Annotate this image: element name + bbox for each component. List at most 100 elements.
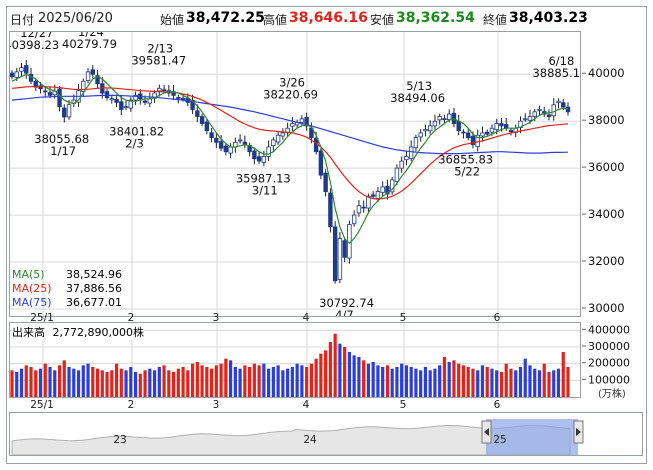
candle-down [199, 116, 205, 124]
x-month-label: 3 [213, 312, 220, 324]
volume-bar [433, 368, 437, 397]
volume-bar [72, 368, 76, 397]
annotation-value: 38885.15 [532, 66, 580, 80]
volume-bar [300, 365, 304, 397]
candle-down [104, 91, 110, 99]
y-tick-label: 36000 [588, 160, 625, 174]
volume-bar [504, 363, 508, 397]
open-value: 38,472.25 [186, 10, 265, 26]
chevron-left-icon [484, 428, 489, 436]
volume-bar [414, 368, 418, 397]
volume-bar [276, 365, 280, 397]
volume-bar [452, 360, 456, 397]
volume-bar [67, 367, 71, 397]
candle-up [285, 127, 290, 133]
volume-panel: 出来高 2,772,890,000株 [9, 322, 581, 398]
candle-down [114, 98, 119, 103]
annotation-date: 6/18 [548, 54, 574, 68]
volume-bar [129, 367, 133, 397]
candle-down [370, 194, 376, 197]
candle-up [418, 132, 423, 138]
volume-bar [338, 343, 342, 397]
annotation-date: 3/11 [252, 183, 278, 197]
ohlc-header: 日付 2025/06/20 始値 38,472.25 高値 38,646.16 … [10, 9, 645, 29]
candle-down [119, 101, 124, 110]
candle-down [499, 123, 504, 127]
x-month-label: 6 [494, 312, 501, 324]
volume-value: 2,772,890,000株 [52, 326, 144, 339]
navigator-year-label: 23 [113, 434, 126, 446]
range-navigator[interactable]: 23 24 25 [9, 412, 643, 456]
volume-bar [295, 363, 299, 397]
y-tick-label: 200000 [588, 357, 630, 370]
candle-up [423, 129, 428, 132]
candle-up [389, 179, 395, 193]
volume-bar [490, 368, 494, 397]
annotation-value: 35987.13 [236, 171, 291, 185]
volume-bar [333, 333, 337, 397]
annotation-value: 38494.06 [390, 91, 445, 105]
candle-up [228, 146, 233, 154]
volume-bar [357, 357, 361, 397]
candle-up [266, 146, 271, 157]
low-value: 38,362.54 [396, 10, 475, 26]
price-x-axis: 25/1 2 3 4 5 6 [30, 312, 501, 324]
candle-down [385, 185, 390, 195]
volume-bar [271, 367, 275, 397]
volume-bar [428, 370, 432, 397]
y-tick-label: 32000 [588, 254, 625, 268]
x-month-label: 5 [400, 312, 407, 324]
volume-bar [195, 362, 199, 397]
candle-up [351, 214, 357, 225]
candle-up [556, 100, 561, 104]
ma75-line [11, 94, 569, 155]
ma-legend: MA(5) 38,524.96 MA(25) 37,886.56 MA(75) … [12, 268, 122, 310]
volume-bar [447, 362, 451, 397]
candle-up [275, 134, 281, 143]
candle-up [523, 118, 528, 121]
close-value: 38,403.23 [509, 10, 588, 26]
volume-bar [495, 370, 499, 397]
candle-down [361, 206, 366, 209]
candle-up [427, 125, 433, 132]
volume-bar [205, 367, 209, 397]
x-month-label: 4 [303, 312, 310, 324]
x-month-label: 3 [213, 399, 220, 411]
ma5-line [11, 73, 569, 245]
candle-up [404, 155, 409, 161]
volume-bar [324, 350, 328, 397]
volume-bar [281, 370, 285, 397]
ma25-line [11, 85, 569, 200]
volume-bar [148, 368, 152, 397]
y-tick-label: 30000 [588, 301, 625, 315]
candle-down [304, 117, 309, 127]
annotation-date: 2/3 [125, 136, 144, 150]
candle-up [85, 71, 91, 81]
annotation-date: 3/26 [279, 75, 305, 89]
x-month-label: 6 [494, 399, 501, 411]
volume-bar [485, 367, 489, 397]
navigator-selection [486, 419, 578, 455]
volume-bar [385, 365, 390, 397]
volume-bar [319, 353, 323, 397]
volume-bar [214, 365, 218, 397]
candle-up [375, 191, 381, 199]
annotation-date: 2/13 [147, 41, 173, 55]
candle-down [161, 89, 167, 92]
candle-up [432, 120, 438, 127]
candle-down [180, 98, 186, 100]
candle-up [128, 99, 134, 109]
volume-bar [152, 370, 157, 397]
volume-bar [395, 367, 399, 397]
x-month-label: 2 [128, 399, 135, 411]
date-value: 2025/06/20 [38, 11, 113, 26]
volume-x-axis: 25/1 2 3 4 5 6 [30, 399, 501, 411]
candle-up [489, 127, 495, 133]
candle-down [47, 92, 53, 96]
volume-bar [138, 373, 142, 397]
annotation-value: 38055.68 [34, 132, 89, 146]
volume-bar [514, 370, 518, 397]
navigator-year-label: 25 [493, 434, 506, 446]
candle-down [323, 172, 328, 193]
volume-bar [518, 367, 523, 397]
